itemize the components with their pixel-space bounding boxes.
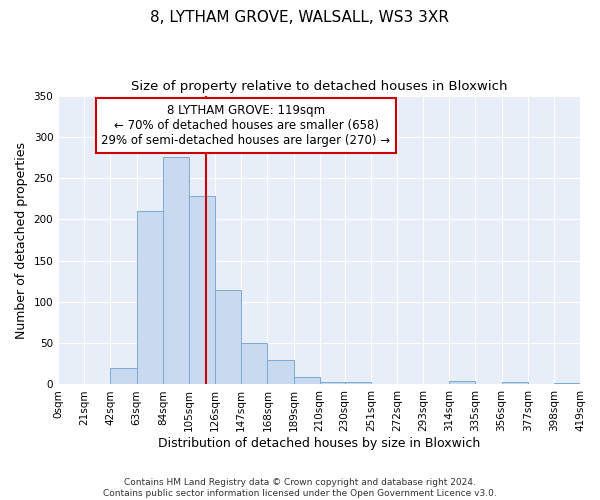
X-axis label: Distribution of detached houses by size in Bloxwich: Distribution of detached houses by size … bbox=[158, 437, 480, 450]
Bar bbox=[502, 382, 527, 384]
Bar bbox=[189, 196, 215, 384]
Bar bbox=[293, 377, 320, 384]
Text: Contains HM Land Registry data © Crown copyright and database right 2024.
Contai: Contains HM Land Registry data © Crown c… bbox=[103, 478, 497, 498]
Bar bbox=[215, 290, 241, 384]
Bar bbox=[449, 381, 475, 384]
Bar bbox=[554, 383, 580, 384]
Y-axis label: Number of detached properties: Number of detached properties bbox=[15, 142, 28, 338]
Title: Size of property relative to detached houses in Bloxwich: Size of property relative to detached ho… bbox=[131, 80, 508, 93]
Bar bbox=[241, 343, 268, 384]
Bar bbox=[268, 360, 293, 384]
Text: 8, LYTHAM GROVE, WALSALL, WS3 3XR: 8, LYTHAM GROVE, WALSALL, WS3 3XR bbox=[151, 10, 449, 25]
Text: 8 LYTHAM GROVE: 119sqm
← 70% of detached houses are smaller (658)
29% of semi-de: 8 LYTHAM GROVE: 119sqm ← 70% of detached… bbox=[101, 104, 391, 147]
Bar bbox=[344, 382, 371, 384]
Bar bbox=[137, 211, 163, 384]
Bar bbox=[320, 382, 344, 384]
Bar bbox=[163, 158, 189, 384]
Bar bbox=[110, 368, 137, 384]
